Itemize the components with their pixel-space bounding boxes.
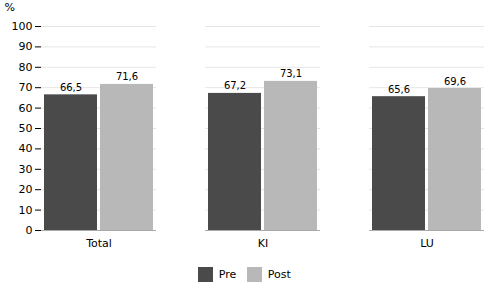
svg-text:69,6: 69,6 <box>444 76 466 87</box>
svg-text:100: 100 <box>12 20 33 33</box>
svg-text:90: 90 <box>19 40 33 53</box>
svg-text:73,1: 73,1 <box>280 68 302 79</box>
svg-text:40: 40 <box>19 142 33 155</box>
svg-text:65,6: 65,6 <box>388 84 410 95</box>
svg-text:LU: LU <box>420 237 434 250</box>
html-text:Post: Post <box>267 268 291 281</box>
svg-text:50: 50 <box>19 122 33 135</box>
svg-text:30: 30 <box>19 163 33 176</box>
svg-text:70: 70 <box>19 81 33 94</box>
svg-text:10: 10 <box>19 204 33 217</box>
svg-text:0: 0 <box>26 224 33 237</box>
svg-text:60: 60 <box>19 102 33 115</box>
svg-text:Total: Total <box>85 237 112 250</box>
svg-text:20: 20 <box>19 183 33 196</box>
svg-text:66,5: 66,5 <box>60 82 82 93</box>
svg-text:%: % <box>5 1 15 14</box>
svg-text:80: 80 <box>19 61 33 74</box>
svg-text:67,2: 67,2 <box>224 80 246 91</box>
svg-text:71,6: 71,6 <box>116 71 138 82</box>
html-text:Pre: Pre <box>218 268 237 281</box>
svg-text:KI: KI <box>258 237 268 250</box>
